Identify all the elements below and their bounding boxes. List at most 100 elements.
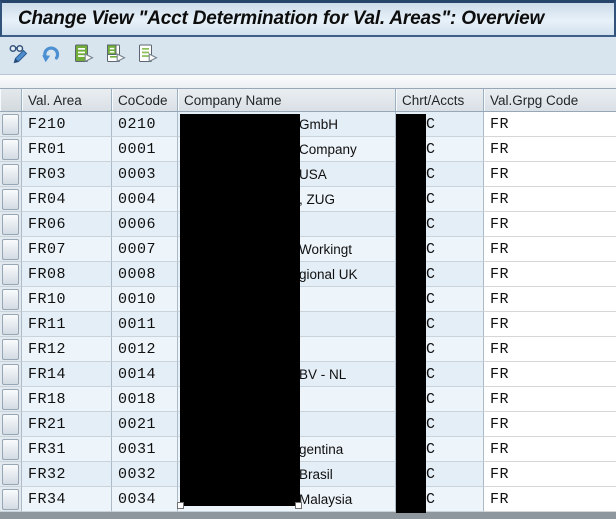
cocode-cell: 0003: [112, 162, 178, 187]
val-grpg-code-field[interactable]: FR: [484, 412, 616, 437]
row-select-button[interactable]: [2, 339, 19, 360]
chrt-accts-fragment: C: [426, 141, 436, 158]
val-area-cell: F210: [22, 112, 112, 137]
table-row: FR34 0034 Malaysia C FR: [0, 487, 616, 512]
row-selector-cell: [0, 112, 22, 137]
company-name-fragment: Workingt: [299, 242, 353, 257]
company-name-fragment: , ZUG: [299, 192, 335, 207]
cocode-cell: 0004: [112, 187, 178, 212]
chrt-accts-fragment: C: [426, 316, 436, 333]
row-selector-cell: [0, 337, 22, 362]
undo-button[interactable]: [39, 44, 63, 68]
row-select-button[interactable]: [2, 439, 19, 460]
val-grpg-code-field[interactable]: FR: [484, 312, 616, 337]
company-name-fragment: USA: [299, 167, 327, 182]
val-area-cell: FR07: [22, 237, 112, 262]
chrt-accts-fragment: C: [426, 366, 436, 383]
val-area-cell: FR18: [22, 387, 112, 412]
cocode-cell: 0011: [112, 312, 178, 337]
display-change-button[interactable]: [7, 44, 31, 68]
chrt-accts-fragment: C: [426, 191, 436, 208]
val-area-cell: FR32: [22, 462, 112, 487]
row-select-button[interactable]: [2, 139, 19, 160]
table-row: FR31 0031 gentina C FR: [0, 437, 616, 462]
val-grpg-code-field[interactable]: FR: [484, 287, 616, 312]
row-select-button[interactable]: [2, 489, 19, 510]
row-selector-cell: [0, 237, 22, 262]
val-area-cell: FR34: [22, 487, 112, 512]
row-selector-cell: [0, 212, 22, 237]
table-row: FR12 0012 C FR: [0, 337, 616, 362]
window-bottom-edge: [0, 512, 616, 519]
val-grpg-code-field[interactable]: FR: [484, 187, 616, 212]
row-select-button[interactable]: [2, 114, 19, 135]
row-select-button[interactable]: [2, 289, 19, 310]
company-name-fragment: gentina: [299, 442, 344, 457]
deselect-all-icon: [136, 43, 159, 69]
val-area-cell: FR14: [22, 362, 112, 387]
val-area-table: Val. Area CoCode Company Name Chrt/Accts…: [0, 88, 616, 512]
table-row: FR08 0008 gional UK C FR: [0, 262, 616, 287]
val-grpg-code-field[interactable]: FR: [484, 387, 616, 412]
val-grpg-code-field[interactable]: FR: [484, 262, 616, 287]
cocode-cell: 0014: [112, 362, 178, 387]
company-name-fragment: BV - NL: [299, 367, 347, 382]
cocode-cell: 0031: [112, 437, 178, 462]
undo-arrow-icon: [40, 43, 63, 69]
select-all-button[interactable]: [71, 44, 95, 68]
row-select-button[interactable]: [2, 164, 19, 185]
val-area-cell: FR12: [22, 337, 112, 362]
row-select-button[interactable]: [2, 414, 19, 435]
val-grpg-code-field[interactable]: FR: [484, 462, 616, 487]
select-block-button[interactable]: [103, 44, 127, 68]
row-selector-cell: [0, 162, 22, 187]
cocode-cell: 0008: [112, 262, 178, 287]
val-grpg-code-field[interactable]: FR: [484, 487, 616, 512]
row-select-button[interactable]: [2, 239, 19, 260]
row-select-button[interactable]: [2, 264, 19, 285]
row-select-button[interactable]: [2, 189, 19, 210]
val-area-cell: FR31: [22, 437, 112, 462]
val-grpg-code-field[interactable]: FR: [484, 237, 616, 262]
application-toolbar: [0, 37, 616, 75]
chrt-accts-fragment: C: [426, 391, 436, 408]
row-select-button[interactable]: [2, 364, 19, 385]
deselect-all-button[interactable]: [135, 44, 159, 68]
val-grpg-code-field[interactable]: FR: [484, 437, 616, 462]
cocode-cell: 0210: [112, 112, 178, 137]
val-grpg-code-field[interactable]: FR: [484, 162, 616, 187]
select-all-icon: [72, 43, 95, 69]
row-select-button[interactable]: [2, 214, 19, 235]
toolbar-table-divider: [0, 75, 616, 88]
val-grpg-code-field[interactable]: FR: [484, 212, 616, 237]
cocode-cell: 0010: [112, 287, 178, 312]
glasses-pencil-icon: [8, 43, 31, 69]
row-selector-cell: [0, 287, 22, 312]
row-selector-cell: [0, 187, 22, 212]
header-select-all-cell[interactable]: [0, 89, 22, 111]
row-select-button[interactable]: [2, 389, 19, 410]
table-row: FR14 0014 BV - NL C FR: [0, 362, 616, 387]
chrt-accts-fragment: C: [426, 266, 436, 283]
table-row: FR18 0018 C FR: [0, 387, 616, 412]
chrt-accts-fragment: C: [426, 116, 436, 133]
val-area-cell: FR11: [22, 312, 112, 337]
row-select-button[interactable]: [2, 314, 19, 335]
val-area-cell: FR08: [22, 262, 112, 287]
val-area-cell: FR06: [22, 212, 112, 237]
val-grpg-code-field[interactable]: FR: [484, 362, 616, 387]
table-row: FR10 0010 C FR: [0, 287, 616, 312]
select-block-icon: [104, 43, 127, 69]
val-grpg-code-field[interactable]: FR: [484, 337, 616, 362]
cocode-cell: 0018: [112, 387, 178, 412]
chrt-accts-fragment: C: [426, 441, 436, 458]
val-grpg-code-field[interactable]: FR: [484, 112, 616, 137]
row-select-button[interactable]: [2, 464, 19, 485]
table-row: FR06 0006 C FR: [0, 212, 616, 237]
company-name-redaction-box: [180, 114, 300, 506]
chrt-accts-fragment: C: [426, 491, 436, 508]
val-grpg-code-field[interactable]: FR: [484, 137, 616, 162]
row-selector-cell: [0, 462, 22, 487]
cocode-cell: 0034: [112, 487, 178, 512]
